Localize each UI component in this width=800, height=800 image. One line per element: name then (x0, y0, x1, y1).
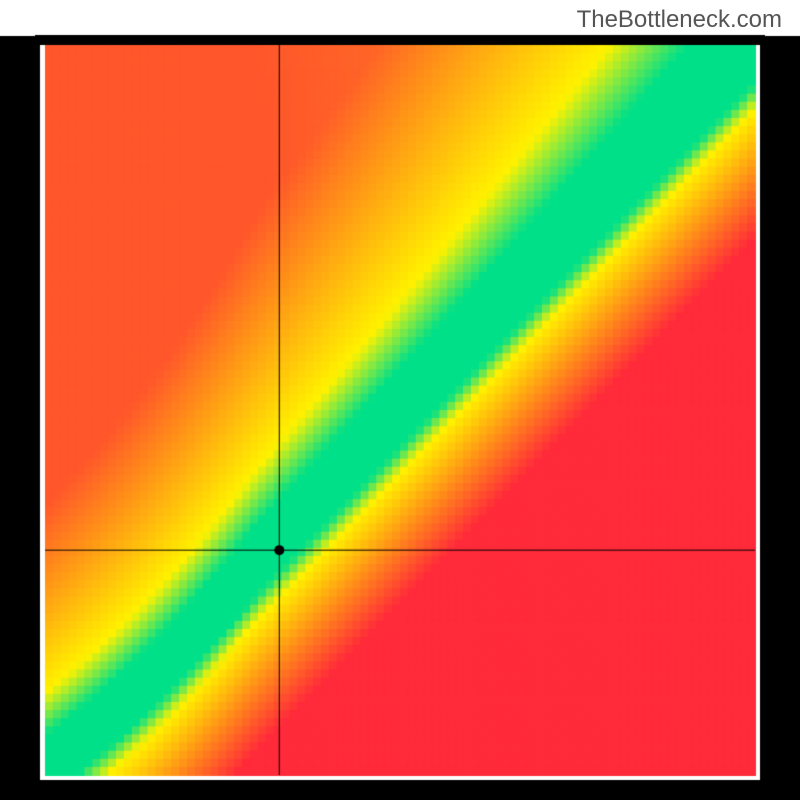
chart-container: { "watermark": "TheBottleneck.com", "can… (0, 0, 800, 800)
watermark-text: TheBottleneck.com (577, 6, 782, 34)
heatmap-canvas (0, 0, 800, 800)
